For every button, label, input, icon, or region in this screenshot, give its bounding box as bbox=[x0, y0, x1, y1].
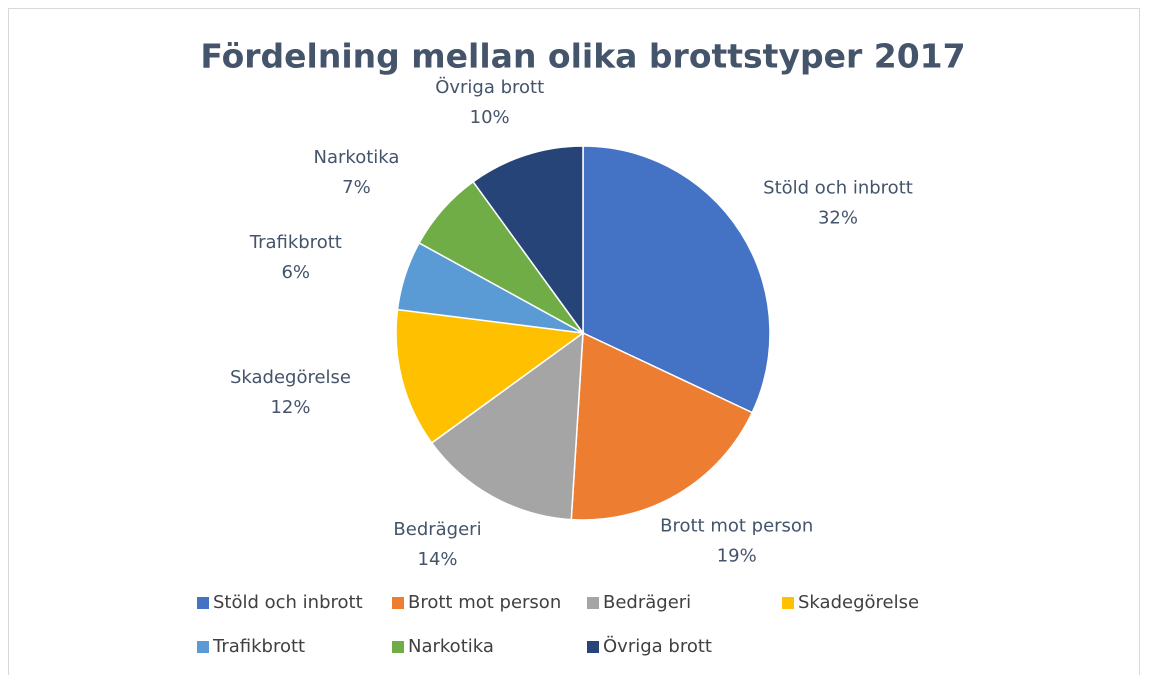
legend-swatch bbox=[587, 597, 599, 609]
slice-label: Stöld och inbrott bbox=[763, 177, 913, 198]
pie-slice bbox=[570, 331, 754, 521]
slice-label: Bedrägeri bbox=[393, 519, 481, 540]
legend-swatch bbox=[587, 641, 599, 653]
chart-title: Fördelning mellan olika brottstyper 2017 bbox=[200, 37, 965, 76]
legend-label: Stöld och inbrott bbox=[213, 592, 363, 613]
legend-swatch bbox=[392, 641, 404, 653]
slice-label: Brott mot person bbox=[660, 515, 813, 536]
slice-value-label: 7% bbox=[342, 177, 371, 198]
legend-swatch bbox=[782, 597, 794, 609]
slice-value-label: 19% bbox=[717, 545, 757, 566]
legend-label: Bedrägeri bbox=[603, 592, 691, 613]
legend-swatch bbox=[197, 597, 209, 609]
pie-slice bbox=[582, 145, 771, 414]
legend-swatch bbox=[392, 597, 404, 609]
pie-slice bbox=[472, 145, 584, 336]
legend-label: Trafikbrott bbox=[212, 636, 305, 657]
slice-value-label: 14% bbox=[418, 549, 458, 570]
legend-label: Brott mot person bbox=[408, 592, 561, 613]
slice-value-label: 10% bbox=[470, 107, 510, 128]
legend-label: Skadegörelse bbox=[798, 592, 919, 613]
pie-slice bbox=[430, 331, 584, 521]
slice-label: Övriga brott bbox=[435, 76, 544, 98]
legend-label: Narkotika bbox=[408, 636, 494, 657]
pie-slice bbox=[395, 308, 585, 444]
slice-value-label: 6% bbox=[281, 262, 310, 283]
slice-label: Skadegörelse bbox=[230, 367, 351, 388]
slice-value-label: 12% bbox=[270, 397, 310, 418]
slice-label: Narkotika bbox=[314, 147, 400, 168]
legend-label: Övriga brott bbox=[603, 635, 712, 657]
slice-label: Trafikbrott bbox=[249, 232, 342, 253]
slice-value-label: 32% bbox=[818, 207, 858, 228]
legend-swatch bbox=[197, 641, 209, 653]
